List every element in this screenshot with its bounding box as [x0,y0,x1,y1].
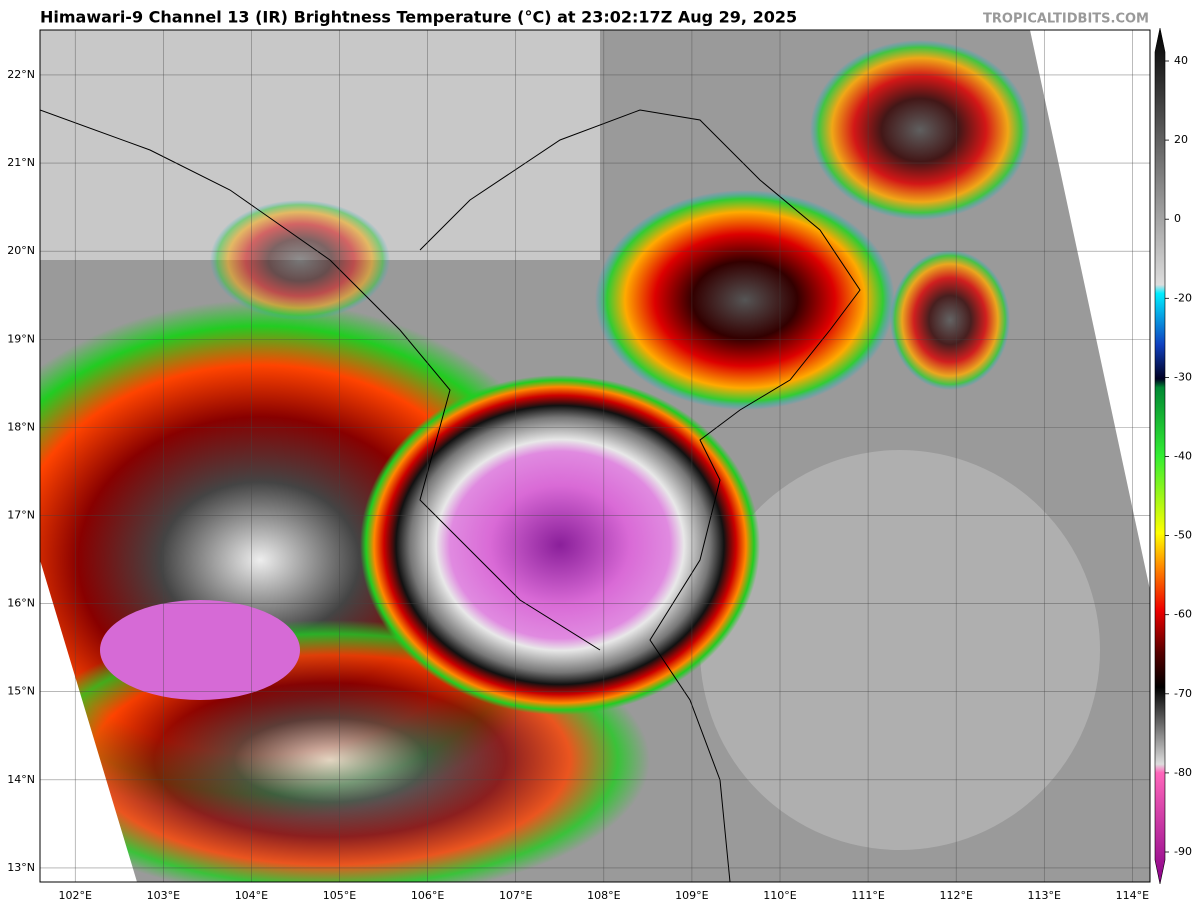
lon-label: 112°E [939,889,972,902]
title: Himawari-9 Channel 13 (IR) Brightness Te… [40,8,797,27]
colorbar-label: 20 [1174,133,1188,146]
lon-label: 102°E [59,889,92,902]
imagery [40,30,1150,882]
lon-label: 104°E [235,889,268,902]
lat-label: 19°N [7,332,35,345]
colorbar-label: -80 [1174,766,1192,779]
graticule [40,30,1150,882]
lat-label: 14°N [7,773,35,786]
colorbar-label: -20 [1174,291,1192,304]
lon-label: 103°E [147,889,180,902]
lat-label: 20°N [7,244,35,257]
lat-label: 22°N [7,68,35,81]
lon-label: 109°E [675,889,708,902]
lon-label: 106°E [411,889,444,902]
lat-label: 21°N [7,156,35,169]
colorbar-label: -30 [1174,370,1192,383]
lat-label: 16°N [7,597,35,610]
lat-label: 17°N [7,508,35,521]
colorbar-label: -50 [1174,529,1192,542]
colorbar-label: 40 [1174,54,1188,67]
lon-label: 114°E [1116,889,1149,902]
colorbar-label: -70 [1174,687,1192,700]
lat-label: 18°N [7,420,35,433]
watermark: TROPICALTIDBITS.COM [983,12,1149,27]
lat-label: 15°N [7,685,35,698]
colorbar-label: 0 [1174,212,1181,225]
lon-label: 111°E [851,889,884,902]
lat-label: 13°N [7,861,35,874]
map-frame [39,29,1151,883]
colorbar [1154,27,1166,885]
lon-label: 105°E [323,889,356,902]
lon-label: 110°E [763,889,796,902]
lon-label: 113°E [1028,889,1061,902]
colorbar-label: -40 [1174,450,1192,463]
lon-label: 108°E [587,889,620,902]
lon-label: 107°E [499,889,532,902]
colorbar-label: -90 [1174,845,1192,858]
colorbar-label: -60 [1174,608,1192,621]
